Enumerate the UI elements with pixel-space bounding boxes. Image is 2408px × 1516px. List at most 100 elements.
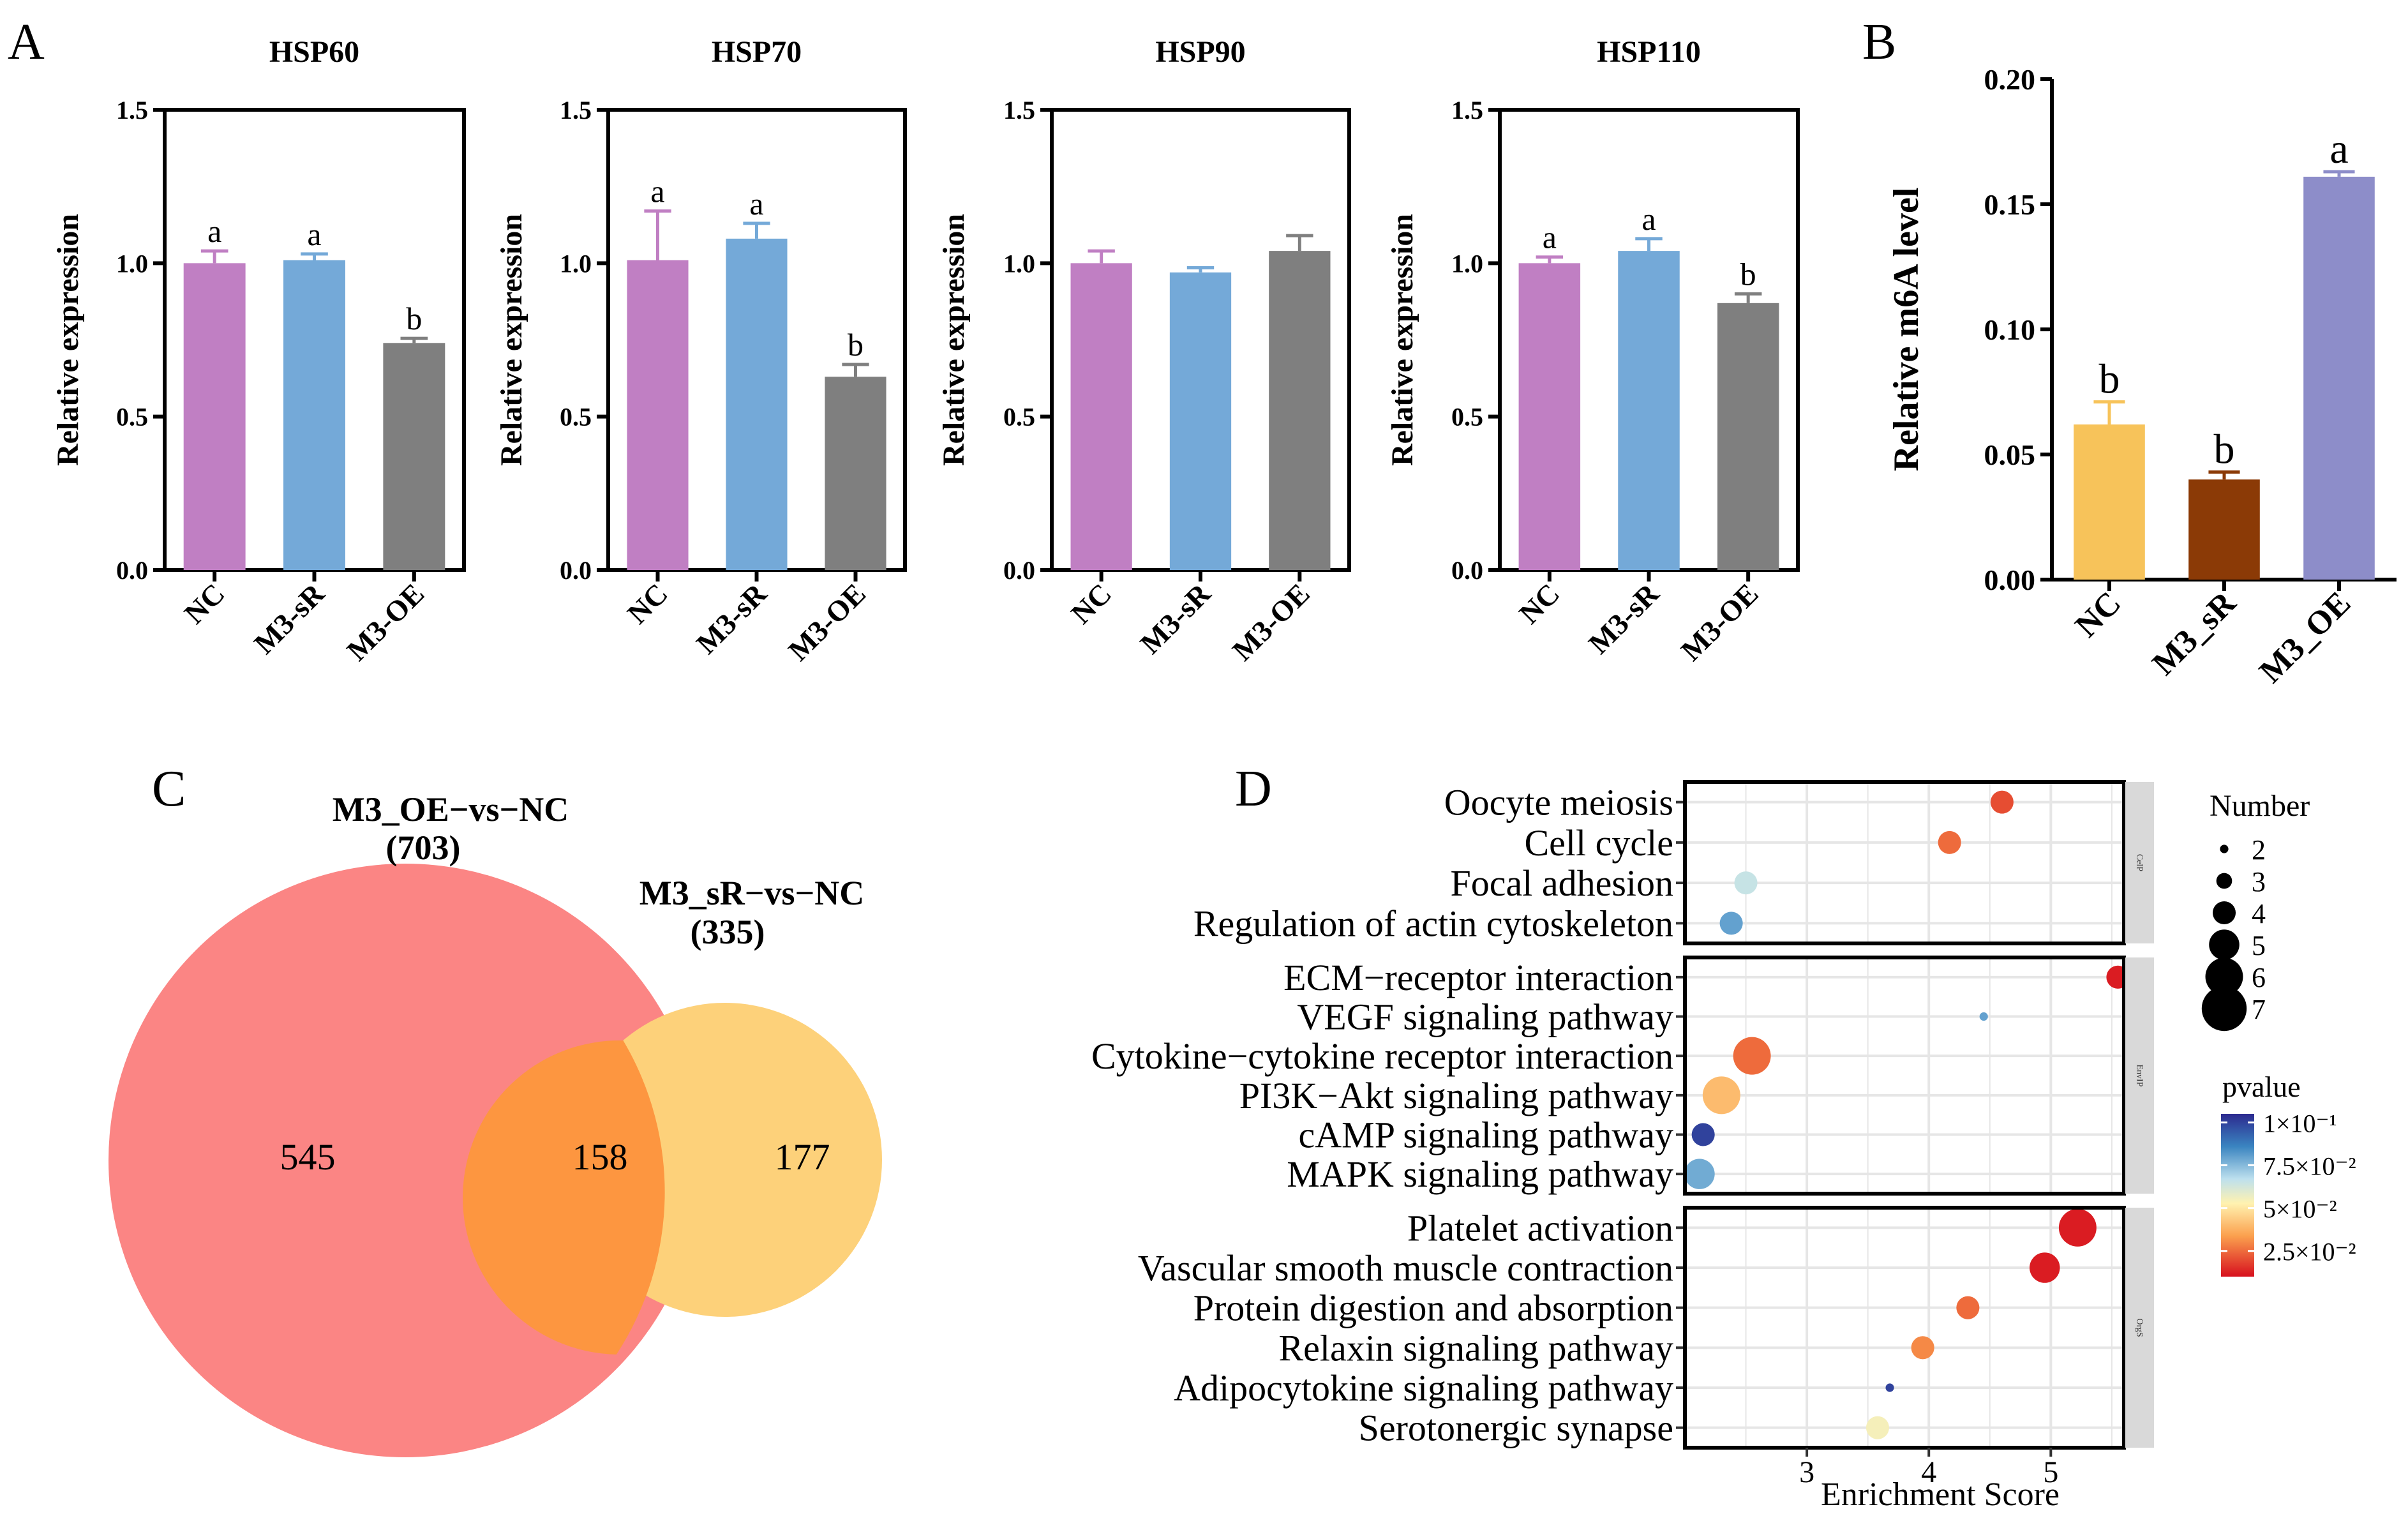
y-axis-label: Relative expression (495, 214, 528, 466)
chart-title: HSP70 (712, 35, 802, 69)
significance-letter: a (1543, 220, 1557, 255)
y-tick-label: 0.10 (1984, 313, 2036, 346)
category-label: M3-sR (690, 576, 774, 660)
term-dot (1684, 1159, 1715, 1189)
term-dot (2058, 1208, 2097, 1247)
significance-letter: a (307, 216, 321, 252)
venn-count-sr-only: 177 (775, 1136, 830, 1178)
bar-m3_oe (2303, 176, 2375, 580)
y-tick-label: 0.0 (116, 556, 148, 585)
venn-set-sr-name: M3_sR−vs−NC (639, 874, 865, 912)
category-label: NC (1065, 577, 1118, 630)
y-axis-label: Relative expression (937, 214, 971, 466)
term-dot (1702, 1076, 1740, 1114)
significance-letter: b (2214, 426, 2235, 472)
size-legend-dot (2212, 901, 2236, 925)
y-tick-label: 0.05 (1984, 439, 2036, 471)
facet-frame (1683, 780, 2126, 945)
term-label: VEGF signaling pathway (1297, 996, 1673, 1038)
size-legend-dot (2201, 986, 2247, 1032)
term-label: Protein digestion and absorption (1193, 1287, 1673, 1329)
facet-strip-label: EnvIP (2135, 1065, 2144, 1087)
significance-letter: a (2329, 126, 2348, 172)
term-label: PI3K−Akt signaling pathway (1239, 1075, 1673, 1116)
bar-m3-oe (383, 343, 445, 570)
bar-m3-oe (1717, 303, 1779, 570)
hsp60-bar-chart: HSP60 0.0 0.5 1.0 1.5 Relative expression a NC a… (51, 35, 466, 667)
category-label: M3-sR (248, 576, 331, 660)
facet-strip-label: CelP (2135, 854, 2144, 871)
y-tick-label: 1.0 (1451, 249, 1483, 278)
term-label: Serotonergic synapse (1359, 1407, 1673, 1449)
category-label: NC (621, 577, 674, 630)
venn-diagram: M3_OE−vs−NC (703) M3_sR−vs−NC (335) 545 … (108, 790, 882, 1457)
term-dot (1733, 1037, 1771, 1075)
significance-letter: b (406, 301, 422, 336)
size-legend-title: Number (2210, 789, 2310, 823)
category-label: M3-sR (1133, 576, 1217, 660)
term-label: Regulation of actin cytoskeleton (1193, 903, 1673, 944)
panel-label-b: B (1862, 14, 1896, 70)
y-tick-label: 0.5 (116, 403, 148, 432)
bar-nc (183, 263, 246, 570)
term-dot (1866, 1416, 1889, 1439)
hsp70-bar-chart: HSP70 0.0 0.5 1.0 1.5 Relative expression a NC a… (495, 35, 907, 667)
term-label: Cell cycle (1524, 822, 1673, 864)
venn-count-oe-only: 545 (280, 1136, 336, 1178)
term-dot (1734, 871, 1758, 895)
y-tick-label: 0.0 (1451, 556, 1483, 585)
venn-set-sr-total: (335) (691, 913, 765, 951)
y-tick-label: 1.5 (1451, 96, 1483, 124)
x-tick-label: 3 (1799, 1455, 1814, 1489)
bar-m3-oe (1269, 251, 1331, 570)
chart-title: HSP60 (269, 35, 359, 69)
facet-strip (2125, 1208, 2154, 1448)
term-dot (1911, 1336, 1934, 1360)
category-label: NC (2068, 585, 2128, 644)
color-legend-title: pvalue (2222, 1070, 2301, 1103)
term-label: Adipocytokine signaling pathway (1174, 1367, 1673, 1409)
venn-count-overlap: 158 (572, 1136, 628, 1178)
venn-set-oe-name: M3_OE−vs−NC (333, 790, 569, 829)
y-tick-label: 0.00 (1984, 564, 2036, 596)
y-tick-label: 1.5 (116, 96, 148, 124)
category-label: M3_sR (2146, 584, 2244, 682)
bar-m3-sr (726, 238, 788, 570)
m6a-bar-chart: 0.00 0.05 0.10 0.15 0.20 Relative m6A level b N… (1887, 63, 2397, 690)
term-dot (2030, 1252, 2060, 1283)
hsp110-bar-chart: HSP110 0.0 0.5 1.0 1.5 Relative expression a NC… (1386, 35, 1800, 667)
bar-m3_sr (2188, 479, 2260, 580)
size-legend-dot (2209, 929, 2240, 960)
significance-letter: a (1641, 201, 1656, 237)
facet-panel (1685, 1208, 2124, 1448)
facet-frame (1683, 1206, 2126, 1450)
y-tick-label: 0.5 (1451, 403, 1483, 432)
significance-letter: b (2099, 356, 2120, 403)
term-dot (1885, 1383, 1894, 1392)
category-label: M3-OE (782, 577, 872, 667)
chart-title: HSP90 (1155, 35, 1245, 69)
y-tick-label: 1.0 (1003, 249, 1035, 278)
term-label: Focal adhesion (1450, 862, 1673, 904)
category-label: M3-OE (340, 577, 430, 667)
significance-letter: b (848, 327, 864, 363)
x-tick-label: 5 (2043, 1455, 2058, 1489)
bar-m3-sr (283, 260, 345, 570)
term-dot (1719, 912, 1743, 935)
term-label: Vascular smooth muscle contraction (1138, 1247, 1673, 1289)
bar-nc (2074, 424, 2145, 580)
venn-set-oe-total: (703) (386, 829, 461, 867)
y-axis-label: Relative m6A level (1887, 188, 1926, 472)
color-legend-bar (2221, 1114, 2254, 1277)
x-tick-label: 4 (1921, 1455, 1936, 1489)
color-legend-label: 5×10⁻² (2263, 1195, 2337, 1224)
facet-frame (1683, 956, 2126, 1196)
term-dot (1979, 1012, 1988, 1021)
size-legend-label: 5 (2252, 930, 2266, 961)
category-label: M3-OE (1226, 577, 1316, 667)
bar-m3-sr (1618, 251, 1680, 570)
